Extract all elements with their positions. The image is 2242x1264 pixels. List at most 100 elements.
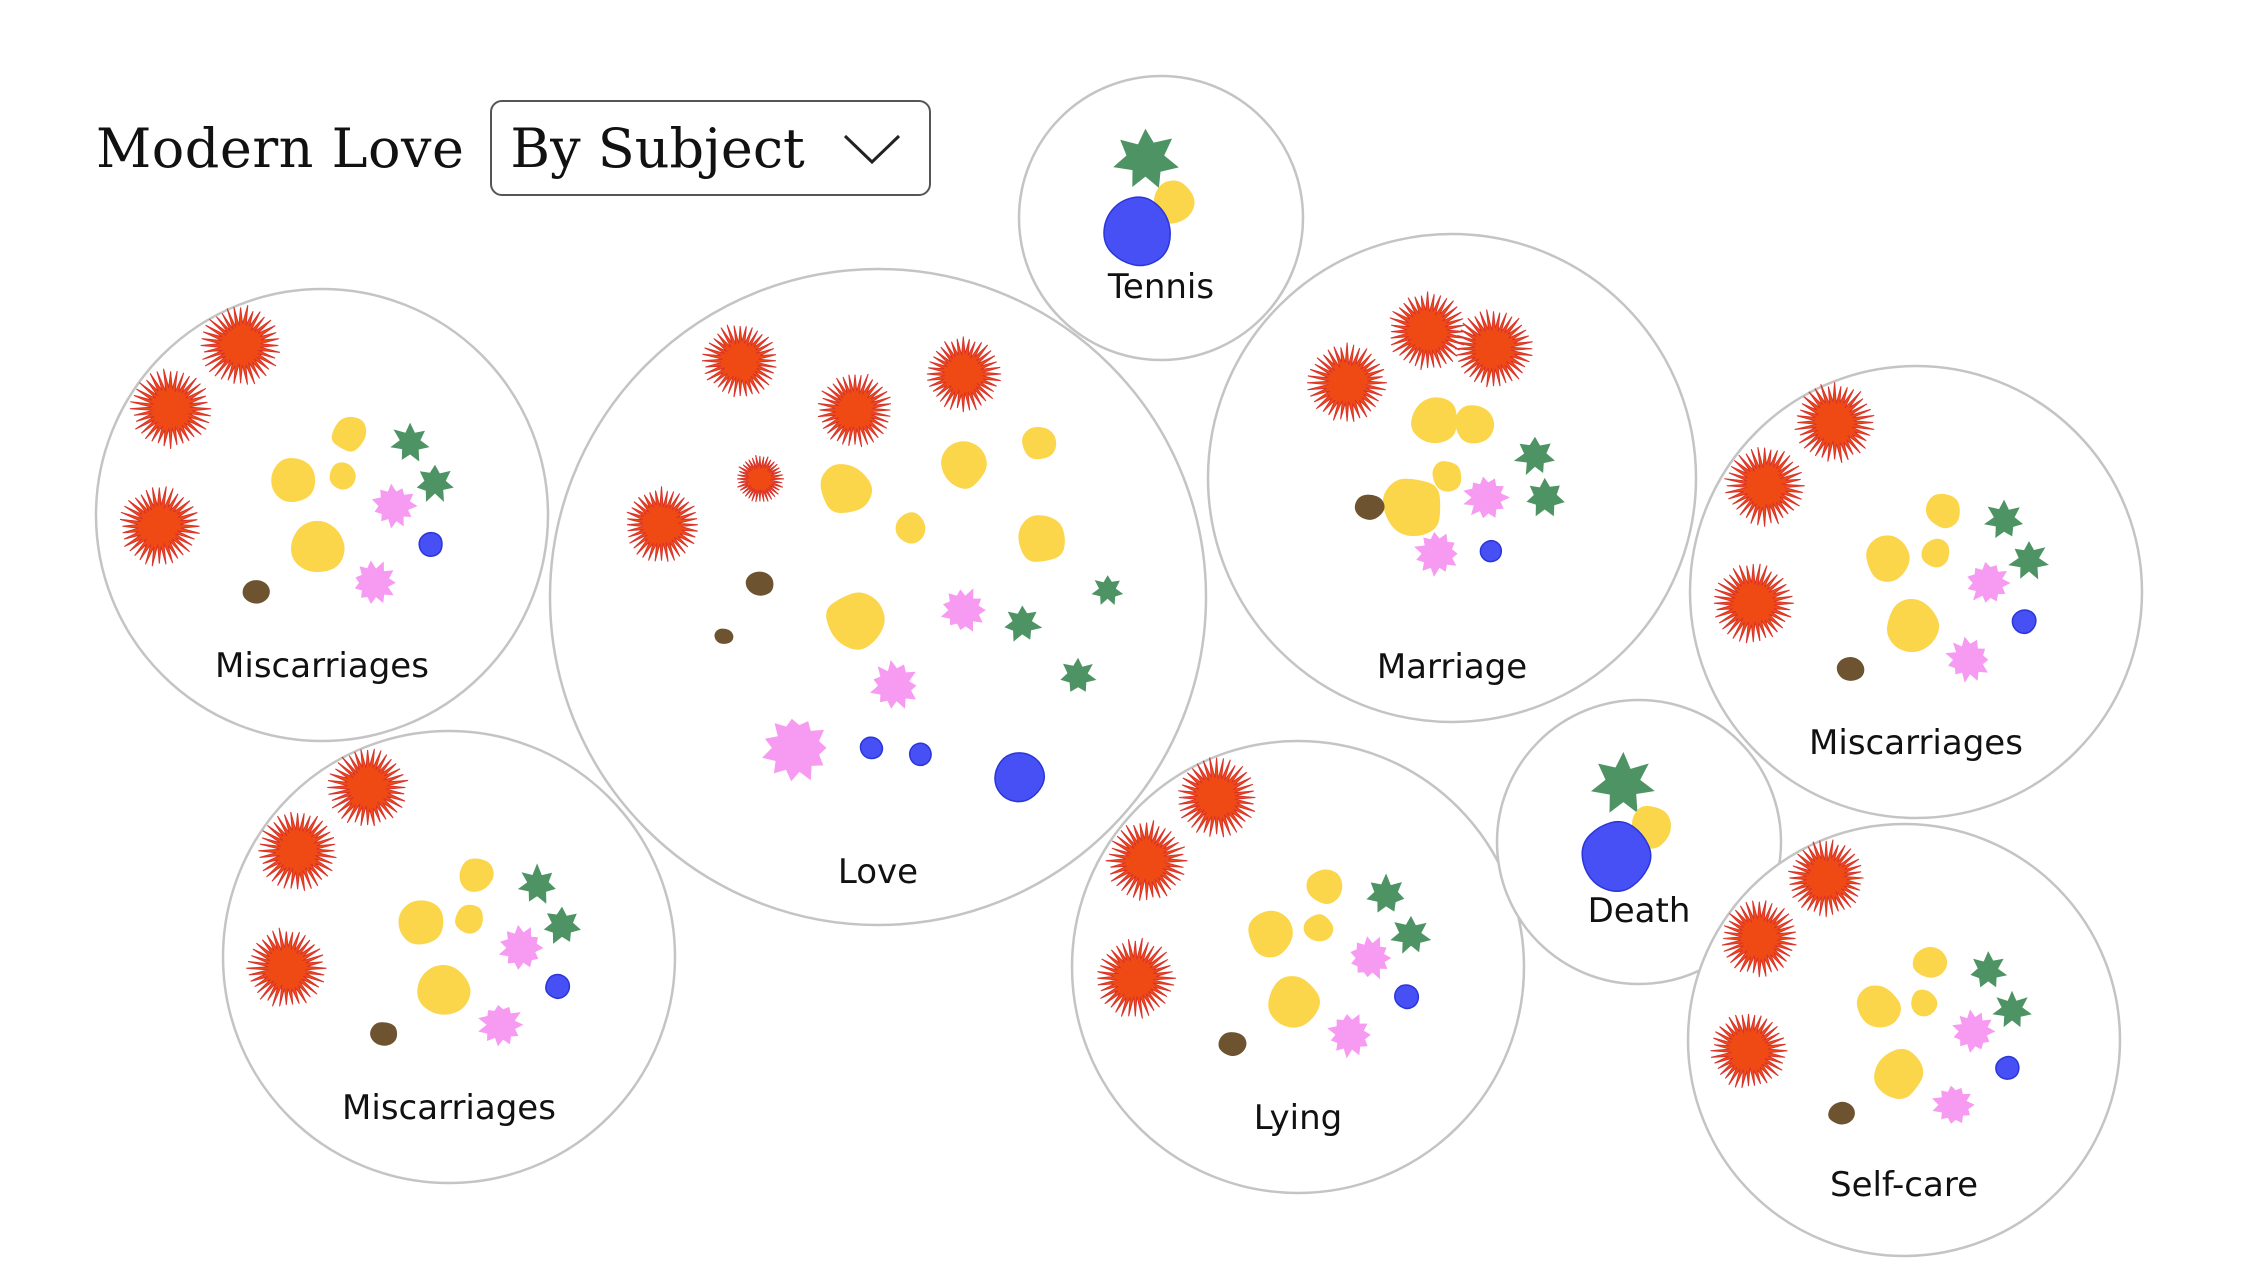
essay-blob-blue[interactable] — [1995, 1055, 2020, 1080]
essay-blob-yellow[interactable] — [895, 512, 926, 544]
essay-blob-green[interactable] — [1113, 128, 1179, 188]
essay-blob-yellow[interactable] — [1268, 976, 1320, 1028]
essay-blob-yellow[interactable] — [329, 462, 356, 490]
essay-blob-red[interactable] — [737, 454, 785, 503]
view-by-dropdown[interactable]: By Subject — [490, 100, 931, 196]
essay-blob-green[interactable] — [1526, 477, 1565, 517]
essay-blob-green[interactable] — [1984, 499, 2023, 538]
essay-blob-red[interactable] — [200, 305, 281, 385]
essay-blob-green[interactable] — [2008, 541, 2049, 580]
essay-blob-red[interactable] — [1454, 309, 1533, 388]
essay-blob-yellow[interactable] — [1018, 515, 1065, 562]
essay-blob-yellow[interactable] — [459, 858, 494, 892]
essay-blob-brown[interactable] — [714, 628, 734, 644]
essay-blob-blue[interactable] — [1394, 984, 1420, 1010]
essay-blob-yellow[interactable] — [271, 458, 316, 502]
essay-blob-pink[interactable] — [1327, 1014, 1371, 1059]
essay-blob-pink[interactable] — [1350, 936, 1392, 980]
subject-bubble-love[interactable]: Love — [548, 267, 1208, 927]
essay-blob-brown[interactable] — [1828, 1101, 1855, 1125]
essay-blob-blue[interactable] — [859, 736, 884, 760]
essay-blob-red[interactable] — [1097, 937, 1176, 1019]
essay-blob-yellow[interactable] — [1911, 989, 1938, 1017]
essay-blob-green[interactable] — [517, 863, 556, 904]
essay-blob-yellow[interactable] — [826, 592, 885, 650]
essay-blob-yellow[interactable] — [1248, 910, 1293, 958]
subject-bubble-marriage[interactable]: Marriage — [1206, 232, 1698, 724]
essay-blob-red[interactable] — [327, 748, 409, 827]
essay-blob-yellow[interactable] — [398, 900, 444, 945]
essay-blob-pink[interactable] — [1967, 561, 2011, 603]
essay-blob-yellow[interactable] — [455, 904, 483, 934]
essay-blob-red[interactable] — [119, 486, 200, 567]
essay-blob-red[interactable] — [1389, 291, 1466, 371]
essay-blob-pink[interactable] — [940, 588, 986, 632]
essay-blob-pink[interactable] — [762, 718, 827, 782]
essay-blob-red[interactable] — [817, 373, 892, 448]
essay-blob-brown[interactable] — [242, 580, 270, 604]
essay-blob-blue[interactable] — [2011, 609, 2037, 635]
essay-blob-pink[interactable] — [354, 560, 396, 604]
essay-blob-red[interactable] — [1794, 382, 1875, 464]
essay-blob-red[interactable] — [1710, 1013, 1788, 1089]
essay-blob-green[interactable] — [1513, 436, 1555, 476]
essay-blob-pink[interactable] — [371, 483, 418, 529]
essay-blob-yellow[interactable] — [417, 964, 471, 1015]
essay-blob-blue[interactable] — [908, 742, 932, 767]
essay-blob-yellow[interactable] — [1856, 985, 1901, 1028]
essay-blob-red[interactable] — [1721, 900, 1797, 978]
essay-blob-red[interactable] — [626, 486, 698, 562]
essay-blob-red[interactable] — [1788, 839, 1864, 918]
subject-bubble-death[interactable]: Death — [1495, 698, 1783, 986]
essay-blob-red[interactable] — [246, 927, 327, 1007]
essay-blob-yellow[interactable] — [1455, 405, 1495, 444]
essay-blob-yellow[interactable] — [1912, 946, 1948, 978]
essay-blob-blue[interactable] — [994, 752, 1046, 803]
essay-blob-red[interactable] — [129, 368, 212, 449]
essay-blob-yellow[interactable] — [1411, 397, 1457, 444]
essay-blob-brown[interactable] — [370, 1022, 398, 1046]
essay-blob-pink[interactable] — [498, 924, 544, 970]
essay-blob-green[interactable] — [1970, 951, 2008, 988]
essay-blob-yellow[interactable] — [1306, 869, 1343, 904]
essay-blob-pink[interactable] — [1414, 531, 1458, 577]
essay-blob-red[interactable] — [258, 811, 337, 891]
essay-blob-red[interactable] — [1713, 563, 1794, 644]
essay-blob-yellow[interactable] — [331, 416, 367, 452]
essay-blob-yellow[interactable] — [1866, 535, 1910, 582]
essay-blob-green[interactable] — [1591, 751, 1655, 813]
essay-blob-green[interactable] — [543, 906, 581, 944]
essay-blob-green[interactable] — [1992, 990, 2032, 1028]
subject-bubble-tennis[interactable]: Tennis — [1017, 74, 1305, 362]
essay-blob-green[interactable] — [1060, 657, 1097, 692]
essay-blob-yellow[interactable] — [1382, 478, 1441, 537]
essay-blob-red[interactable] — [1178, 757, 1256, 838]
essay-blob-blue[interactable] — [418, 531, 443, 558]
essay-blob-green[interactable] — [1091, 575, 1124, 605]
essay-blob-blue[interactable] — [1581, 820, 1652, 893]
essay-blob-yellow[interactable] — [941, 441, 987, 489]
essay-blob-pink[interactable] — [1945, 636, 1989, 683]
essay-blob-blue[interactable] — [1479, 539, 1503, 563]
essay-blob-yellow[interactable] — [820, 464, 873, 514]
essay-blob-green[interactable] — [416, 464, 454, 502]
essay-blob-yellow[interactable] — [1022, 427, 1057, 460]
subject-bubble-miscarriages-1[interactable]: Miscarriages — [94, 287, 550, 743]
essay-blob-yellow[interactable] — [291, 520, 345, 573]
essay-blob-pink[interactable] — [1932, 1085, 1975, 1124]
essay-blob-red[interactable] — [1105, 820, 1188, 901]
essay-blob-green[interactable] — [1366, 873, 1405, 913]
essay-blob-pink[interactable] — [870, 660, 917, 709]
essay-blob-pink[interactable] — [1952, 1009, 1996, 1053]
essay-blob-brown[interactable] — [1218, 1032, 1247, 1057]
essay-blob-red[interactable] — [1307, 342, 1387, 422]
subject-bubble-self-care[interactable]: Self-care — [1686, 822, 2122, 1258]
essay-blob-yellow[interactable] — [1925, 493, 1960, 529]
essay-blob-red[interactable] — [701, 324, 777, 398]
essay-blob-red[interactable] — [926, 336, 1002, 413]
essay-blob-green[interactable] — [1390, 915, 1432, 954]
essay-blob-red[interactable] — [1724, 447, 1805, 527]
essay-blob-blue[interactable] — [1103, 196, 1171, 267]
essay-blob-brown[interactable] — [1836, 657, 1865, 681]
subject-bubble-miscarriages-3[interactable]: Miscarriages — [1688, 364, 2144, 820]
